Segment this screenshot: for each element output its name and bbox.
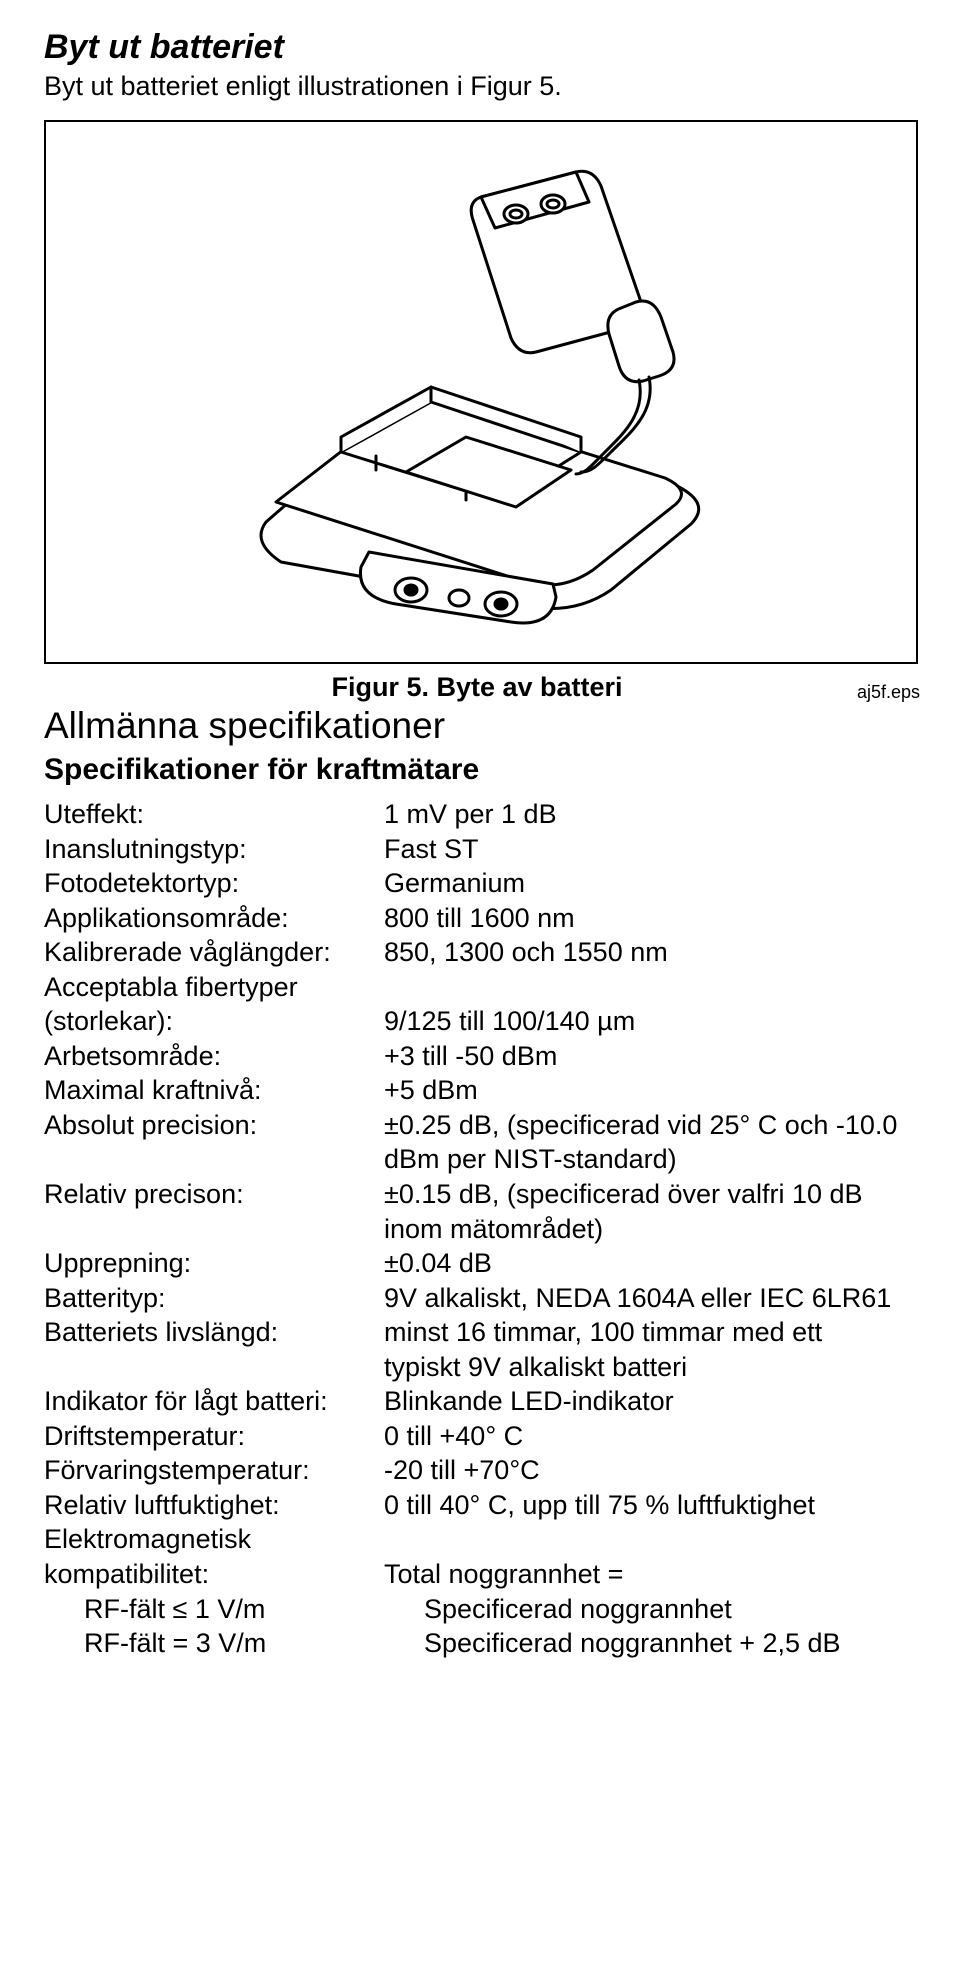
- figure-caption: Figur 5. Byte av batteri: [44, 672, 830, 703]
- spec-label: Uteffekt:: [44, 797, 384, 832]
- spec-value: Germanium: [384, 866, 904, 901]
- spec-value: 0 till +40° C: [384, 1419, 904, 1454]
- spec-label: Batteriets livslängd:: [44, 1315, 384, 1384]
- battery-diagram: [181, 152, 781, 632]
- spec-label: Batterityp:: [44, 1281, 384, 1316]
- spec-label: Acceptabla fibertyper: [44, 970, 384, 1005]
- spec-value: ±0.25 dB, (specificerad vid 25° C och -1…: [384, 1108, 904, 1177]
- spec-label: Förvaringstemperatur:: [44, 1453, 384, 1488]
- spec-label: Applikationsområde:: [44, 901, 384, 936]
- spec-value: 850, 1300 och 1550 nm: [384, 935, 904, 970]
- spec-value: 800 till 1600 nm: [384, 901, 904, 936]
- spec-label: Relativ luftfuktighet:: [44, 1488, 384, 1523]
- spec-value: 9V alkaliskt, NEDA 1604A eller IEC 6LR61: [384, 1281, 904, 1316]
- spec-value: Total noggrannhet =: [384, 1557, 904, 1592]
- page-title: Byt ut batteriet: [44, 28, 916, 67]
- spec-label: Absolut precision:: [44, 1108, 384, 1177]
- spec-label: Arbetsområde:: [44, 1039, 384, 1074]
- spec-label: Relativ precison:: [44, 1177, 384, 1246]
- spec-value-empty: [384, 1522, 904, 1557]
- subsection-heading: Specifikationer för kraftmätare: [44, 753, 916, 787]
- figure-source-label: aj5f.eps: [830, 682, 920, 703]
- lead-paragraph: Byt ut batteriet enligt illustrationen i…: [44, 71, 916, 102]
- section-heading: Allmänna specifikationer: [44, 705, 916, 747]
- spec-value-empty: [384, 970, 904, 1005]
- spec-value: +5 dBm: [384, 1073, 904, 1108]
- spec-sublabel: RF-fält = 3 V/m: [44, 1626, 384, 1661]
- spec-label: (storlekar):: [44, 1004, 384, 1039]
- spec-label: Indikator för lågt batteri:: [44, 1384, 384, 1419]
- spec-value: -20 till +70°C: [384, 1453, 904, 1488]
- spec-value: minst 16 timmar, 100 timmar med ett typi…: [384, 1315, 904, 1384]
- spec-value: 1 mV per 1 dB: [384, 797, 904, 832]
- spec-value: ±0.15 dB, (specificerad över valfri 10 d…: [384, 1177, 904, 1246]
- spec-label: Kalibrerade våglängder:: [44, 935, 384, 970]
- spec-value: Blinkande LED-indikator: [384, 1384, 904, 1419]
- spec-label: Maximal kraftnivå:: [44, 1073, 384, 1108]
- spec-value: 9/125 till 100/140 µm: [384, 1004, 904, 1039]
- figure-caption-row: Figur 5. Byte av batteri aj5f.eps: [44, 672, 920, 703]
- figure-frame: [44, 120, 918, 664]
- spec-label: Inanslutningstyp:: [44, 832, 384, 867]
- spec-value: 0 till 40° C, upp till 75 % luftfuktighe…: [384, 1488, 904, 1523]
- spec-value: +3 till -50 dBm: [384, 1039, 904, 1074]
- spec-subvalue: Specificerad noggrannhet: [384, 1592, 904, 1627]
- spec-table: Uteffekt:1 mV per 1 dBInanslutningstyp:F…: [44, 797, 916, 1661]
- spec-label: Driftstemperatur:: [44, 1419, 384, 1454]
- spec-value: Fast ST: [384, 832, 904, 867]
- document-page: Byt ut batteriet Byt ut batteriet enligt…: [0, 0, 960, 1701]
- spec-sublabel: RF-fält ≤ 1 V/m: [44, 1592, 384, 1627]
- spec-value: ±0.04 dB: [384, 1246, 904, 1281]
- spec-label: Fotodetektortyp:: [44, 866, 384, 901]
- spec-subvalue: Specificerad noggrannhet + 2,5 dB: [384, 1626, 904, 1661]
- spec-label: kompatibilitet:: [44, 1557, 384, 1592]
- spec-label: Upprepning:: [44, 1246, 384, 1281]
- spec-label: Elektromagnetisk: [44, 1522, 384, 1557]
